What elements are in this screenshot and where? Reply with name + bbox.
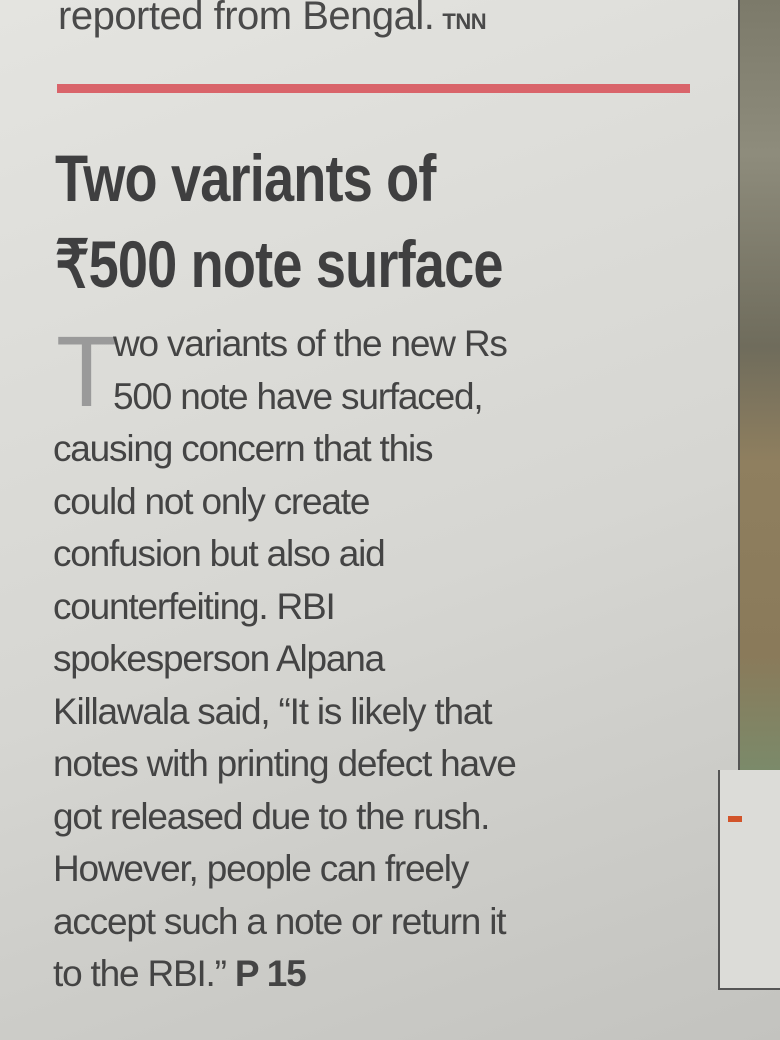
- body-line: to the RBI.”: [53, 953, 227, 994]
- body-line: confusion but also aid: [53, 533, 386, 574]
- body-line: could not only create: [53, 480, 370, 522]
- headline-line: Two variants of: [55, 141, 436, 215]
- section-divider: [57, 84, 690, 93]
- adjacent-photo: [738, 0, 780, 770]
- body-line: causing concern that this: [53, 428, 433, 469]
- adjacent-story-box: [718, 770, 780, 990]
- previous-story-text: reported from Bengal.: [58, 0, 435, 38]
- body-line: accept such a note or return it: [53, 900, 506, 942]
- body-line: wo variants of the new Rs: [113, 323, 508, 364]
- headline-line: ₹500 note surface: [55, 227, 503, 301]
- source-credit: TNN: [442, 9, 487, 34]
- previous-story-tail: reported from Bengal. TNN: [58, 0, 487, 39]
- body-line: However, people can freely: [53, 848, 469, 889]
- body-line: notes with printing defect have: [53, 743, 517, 784]
- body-line: 500 note have surfaced,: [113, 375, 484, 417]
- headline: Two variants of ₹500 note surface: [55, 135, 503, 307]
- body-line: Killawala said, “It is likely that: [53, 690, 493, 732]
- body-line: got released due to the rush.: [53, 795, 490, 837]
- body-line-last: to the RBI.” P 15: [53, 948, 516, 1001]
- body-line: spokesperson Alpana: [53, 638, 385, 679]
- drop-cap: T: [56, 316, 118, 428]
- page-reference: P 15: [234, 953, 307, 994]
- body-line: counterfeiting. RBI: [53, 585, 336, 627]
- accent-mark: [728, 816, 742, 822]
- article-body: wo variants of the new Rs 500 note have …: [53, 318, 517, 1001]
